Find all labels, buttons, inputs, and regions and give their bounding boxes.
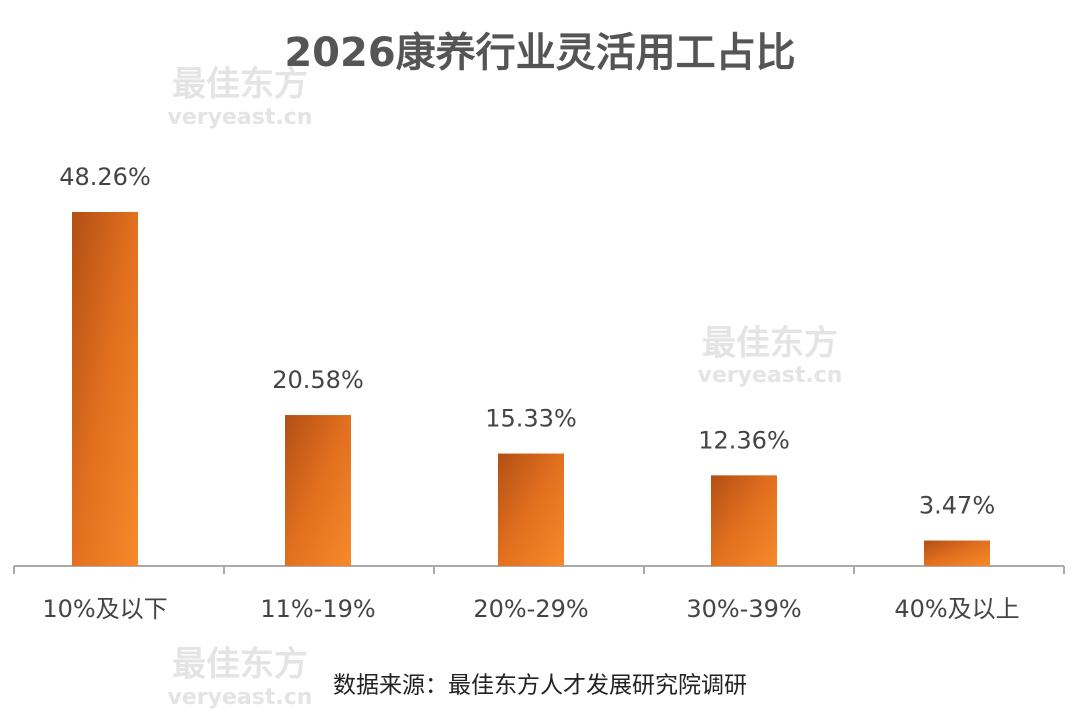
value-label: 15.33% — [485, 405, 577, 433]
bar — [72, 212, 138, 567]
value-label: 48.26% — [59, 163, 151, 191]
watermark: 最佳东方 — [172, 645, 308, 685]
value-label: 20.58% — [272, 366, 364, 394]
watermark-url: veryeast.cn — [168, 105, 313, 130]
value-label: 3.47% — [919, 492, 995, 520]
source-note: 数据来源：最佳东方人才发展研究院调研 — [333, 673, 747, 699]
x-tick-label: 30%-39% — [686, 595, 801, 623]
watermarks: 最佳东方 veryeast.cn 最佳东方 veryeast.cn 最佳东方 v… — [168, 65, 843, 711]
bar — [285, 415, 351, 566]
watermark: 最佳东方 — [702, 324, 838, 364]
value-label: 12.36% — [698, 426, 790, 454]
watermark-url: veryeast.cn — [698, 363, 843, 388]
bar — [711, 475, 777, 566]
x-tick-label: 20%-29% — [473, 595, 588, 623]
x-tick-label: 10%及以下 — [42, 595, 167, 623]
watermark: 最佳东方 — [172, 65, 308, 105]
bar — [498, 453, 564, 566]
bar — [924, 540, 990, 566]
chart-title: 2026康养行业灵活用工占比 — [284, 30, 795, 76]
watermark-url: veryeast.cn — [168, 685, 313, 710]
x-tick-label: 40%及以上 — [894, 595, 1019, 623]
x-tick-label: 11%-19% — [260, 595, 375, 623]
